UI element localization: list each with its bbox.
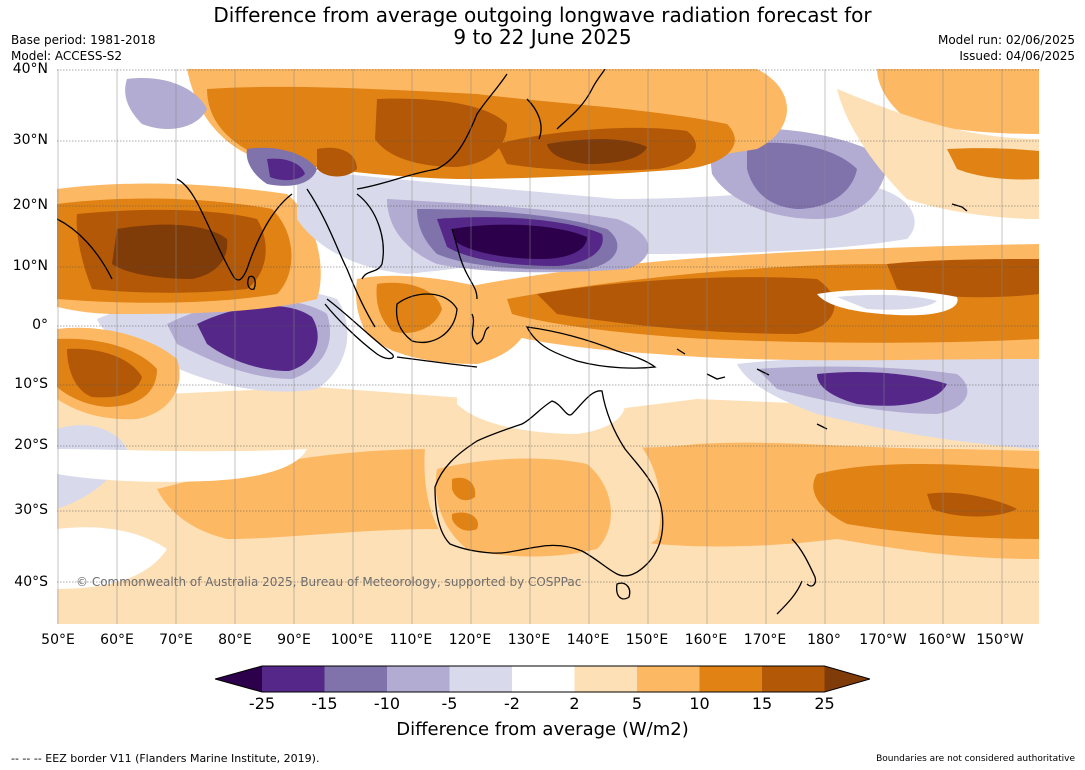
lat-label-40n: 40°N — [12, 61, 48, 77]
colorbar-min-arrow — [215, 666, 262, 692]
anomaly-region-philippine-sea-negative — [452, 224, 587, 259]
lon-label-50e: 50°E — [41, 632, 75, 648]
colorbar-tick: 15 — [751, 694, 773, 713]
base-period: Base period: 1981-2018 — [11, 33, 156, 47]
boundaries-disclaimer: Boundaries are not considered authoritat… — [876, 754, 1075, 764]
colorbar-swatch-4 — [449, 666, 512, 692]
lon-label-170w: 170°W — [859, 632, 907, 648]
colorbar-tick: 10 — [689, 694, 710, 713]
colorbar — [215, 665, 870, 693]
lat-label-20n: 20°N — [12, 197, 48, 213]
lat-label-30s: 30°S — [14, 502, 48, 518]
map-title: Difference from average outgoing longwav… — [0, 4, 1085, 48]
model-run: Model run: 02/06/2025 — [937, 33, 1075, 47]
anomaly-region-east-asia-positive — [375, 98, 507, 167]
colorbar-max-arrow — [824, 666, 870, 692]
colorbar-tick: -5 — [441, 694, 458, 713]
copyright-notice: © Commonwealth of Australia 2025, Bureau… — [76, 575, 582, 589]
lon-label-180: 180° — [807, 632, 841, 648]
lon-label-150w: 150°W — [976, 632, 1024, 648]
colorbar-swatch-6 — [574, 666, 637, 692]
issued-date: Issued: 04/06/2025 — [959, 49, 1075, 63]
colorbar-tick: 2 — [569, 694, 580, 713]
lat-label-30n: 30°N — [12, 132, 48, 148]
coastlines — [57, 69, 968, 615]
lon-label-160e: 160°E — [684, 632, 728, 648]
meta-left: Base period: 1981-2018 Model: ACCESS-S2 — [11, 32, 156, 64]
colorbar-swatch-7 — [637, 666, 700, 692]
colorbar-swatch-5 — [512, 666, 575, 692]
lon-label-150e: 150°E — [625, 632, 669, 648]
lat-label-eq: 0° — [32, 317, 48, 333]
lon-label-60e: 60°E — [100, 632, 134, 648]
lat-label-20s: 20°S — [14, 437, 48, 453]
anomaly-region-south-dark — [813, 464, 1039, 539]
colorbar-swatch-1 — [262, 666, 325, 692]
lon-label-70e: 70°E — [159, 632, 193, 648]
lon-label-160w: 160°W — [918, 632, 966, 648]
lon-label-110e: 110°E — [389, 632, 433, 648]
olr-anomaly-map — [57, 69, 1039, 624]
lon-label-90e: 90°E — [277, 632, 311, 648]
lat-label-40s: 40°S — [14, 574, 48, 590]
map-panel — [57, 69, 1039, 624]
colorbar-swatch-2 — [324, 666, 387, 692]
lon-label-100e: 100°E — [330, 632, 374, 648]
colorbar-swatch-8 — [699, 666, 762, 692]
colorbar-swatch-3 — [387, 666, 450, 692]
lon-label-170e: 170°E — [743, 632, 787, 648]
title-line-1: Difference from average outgoing longwav… — [213, 3, 872, 27]
anomaly-region-indian-ocean-negative — [197, 305, 318, 371]
lat-label-10s: 10°S — [14, 376, 48, 392]
model-name: Model: ACCESS-S2 — [11, 49, 123, 63]
lat-label-10n: 10°N — [12, 258, 48, 274]
colorbar-tick: -10 — [373, 694, 401, 713]
colorbar-swatch-9 — [762, 666, 825, 692]
eez-border-note: -- -- -- EEZ border V11 (Flanders Marine… — [11, 752, 320, 765]
colorbar-tick: -25 — [248, 694, 276, 713]
colorbar-tick: -2 — [504, 694, 520, 713]
lon-label-80e: 80°E — [218, 632, 252, 648]
lon-label-130e: 130°E — [507, 632, 551, 648]
lon-label-120e: 120°E — [448, 632, 492, 648]
lon-label-140e: 140°E — [566, 632, 610, 648]
australia-coastline — [434, 390, 664, 577]
colorbar-tick: 25 — [814, 694, 835, 713]
colorbar-label: Difference from average (W/m2) — [396, 719, 689, 740]
colorbar-tick: -15 — [311, 694, 338, 713]
colorbar-tick: 5 — [631, 694, 643, 713]
meta-right: Model run: 02/06/2025 Issued: 04/06/2025 — [938, 32, 1075, 64]
title-line-2: 9 to 22 June 2025 — [453, 25, 632, 49]
